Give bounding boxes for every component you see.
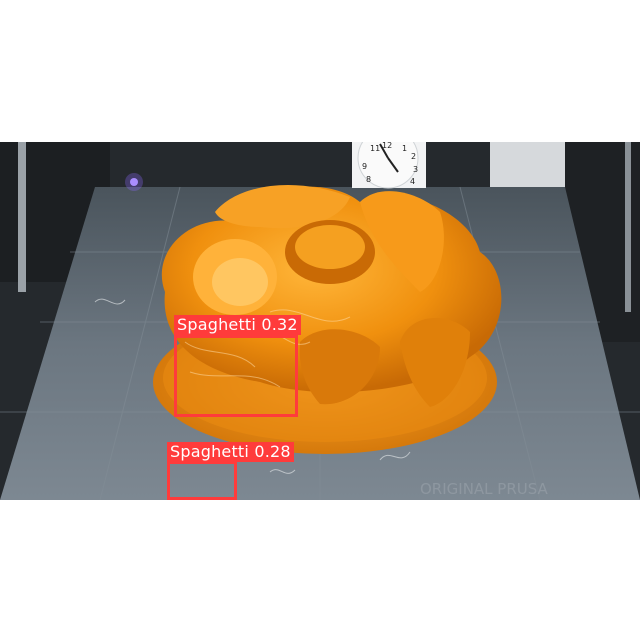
detection-label: Spaghetti 0.28: [167, 442, 294, 462]
led-light: [130, 178, 138, 186]
rod-right: [625, 142, 631, 312]
detection-box: [174, 335, 298, 417]
watermark-text: ORIGINAL PRUSA: [420, 480, 549, 498]
clock-numeral: 3: [413, 165, 418, 174]
clock-numeral: 4: [410, 177, 415, 186]
rod-left: [18, 142, 26, 292]
clock-numeral: 2: [411, 152, 416, 161]
clock-numeral: 9: [362, 162, 367, 171]
camera-photo: 11 12 1 2 9 3 8 4: [0, 142, 640, 500]
printed-object: [161, 185, 502, 407]
detection-box: [167, 461, 237, 500]
clock-numeral: 8: [366, 175, 371, 184]
clock-numeral: 1: [402, 144, 407, 153]
printer-scene: 11 12 1 2 9 3 8 4: [0, 142, 640, 500]
detection-label: Spaghetti 0.32: [174, 315, 301, 335]
clock-numeral: 12: [382, 142, 392, 150]
wall-clock: 11 12 1 2 9 3 8 4: [352, 142, 426, 189]
clock-numeral: 11: [370, 144, 380, 153]
